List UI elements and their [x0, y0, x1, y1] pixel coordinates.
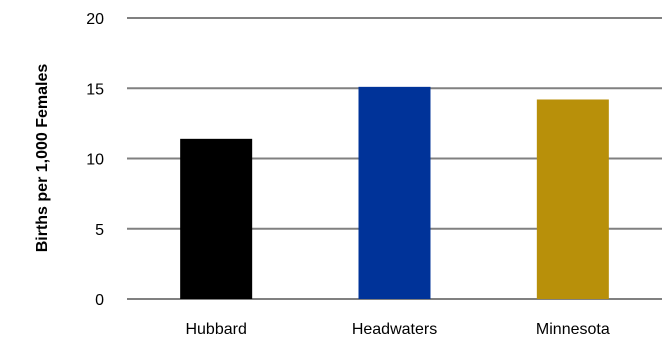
x-category-label: Hubbard — [185, 321, 246, 338]
y-axis-ticks: 0 5 10 15 20 — [86, 11, 104, 309]
y-tick-label: 10 — [86, 152, 104, 169]
y-tick-label: 0 — [95, 292, 104, 309]
bars — [180, 86, 609, 300]
x-axis-labels: Hubbard Headwaters Minnesota — [185, 321, 609, 338]
x-category-label: Minnesota — [536, 321, 610, 338]
bar-hubbard — [180, 138, 253, 299]
y-tick-label: 15 — [86, 81, 104, 98]
bar-headwaters — [358, 86, 431, 299]
y-axis-title: Births per 1,000 Females — [34, 64, 51, 253]
bar-minnesota — [536, 99, 609, 300]
x-category-label: Headwaters — [352, 321, 437, 338]
y-tick-label: 20 — [86, 11, 104, 28]
y-tick-label: 5 — [95, 222, 104, 239]
